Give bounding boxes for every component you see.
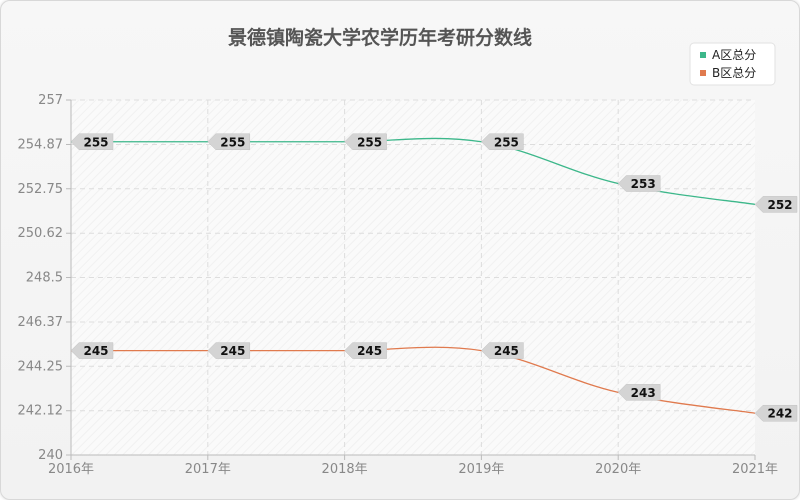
x-tick-label: 2021年 [732, 462, 778, 477]
data-label-text: 253 [631, 177, 656, 191]
data-label-tag [481, 342, 524, 359]
y-tick-label: 244.25 [18, 359, 64, 374]
data-label: 253 [617, 175, 661, 192]
data-label-tag [70, 342, 114, 359]
x-tick-label: 2019年 [458, 462, 504, 477]
data-label: 252 [754, 196, 798, 213]
data-label: 245 [344, 342, 387, 359]
y-tick-label: 240 [38, 448, 63, 463]
data-label-text: 245 [220, 344, 245, 358]
x-tick-label: 2017年 [185, 462, 231, 477]
data-label-text: 255 [494, 135, 519, 149]
x-tick-label: 2020年 [595, 462, 641, 477]
data-label: 242 [754, 404, 798, 422]
y-tick-label: 246.37 [18, 315, 64, 330]
data-label: 255 [207, 133, 251, 151]
data-label: 255 [344, 133, 387, 151]
data-label-text: 242 [767, 407, 792, 421]
data-labels: 255 255 255 255 253 252 245 245 245 245 243 242 [70, 133, 798, 422]
data-label-text: 243 [631, 386, 656, 400]
data-label: 245 [207, 342, 251, 359]
data-label-text: 245 [357, 344, 382, 358]
legend-marker-b [700, 70, 706, 76]
y-tick-label: 242.12 [18, 404, 64, 419]
x-tick-label: 2016年 [48, 462, 94, 477]
data-label-text: 255 [220, 135, 245, 149]
data-label-tag [207, 342, 251, 359]
data-label: 243 [617, 384, 661, 401]
data-label-text: 245 [83, 344, 108, 358]
data-label: 245 [481, 342, 524, 359]
data-label-text: 255 [357, 135, 382, 149]
y-tick-label: 257 [38, 93, 63, 108]
data-label-tag [754, 196, 798, 213]
data-label-tag [344, 342, 387, 359]
data-label-text: 252 [767, 198, 792, 212]
legend-label-b: B区总分 [712, 66, 756, 80]
data-label: 255 [481, 133, 524, 151]
legend-label-a: A区总分 [712, 48, 756, 62]
data-label-text: 255 [83, 135, 108, 149]
legend-box [689, 42, 776, 86]
data-label: 245 [70, 342, 114, 359]
y-tick-label: 250.62 [18, 226, 64, 241]
data-label: 255 [70, 133, 114, 151]
y-tick-label: 252.75 [18, 182, 64, 197]
data-label-tag [617, 384, 661, 401]
data-label-text: 245 [494, 344, 519, 358]
y-tick-label: 254.87 [18, 137, 64, 152]
data-label-tag [481, 133, 524, 151]
chart-title: 景德镇陶瓷大学农学历年考研分数线 [228, 26, 532, 49]
data-label-tag [70, 133, 114, 151]
x-tick-label: 2018年 [322, 462, 368, 477]
legend: A区总分 B区总分 [689, 42, 776, 86]
y-tick-label: 248.5 [26, 271, 63, 286]
legend-marker-a [700, 52, 706, 58]
axes: 240 242.12 244.25 246.37 248.5 250.62 252.75 25… [18, 93, 779, 477]
data-label-tag [754, 404, 798, 422]
data-label-tag [617, 175, 661, 192]
data-label-tag [344, 133, 387, 151]
data-label-tag [207, 133, 251, 151]
